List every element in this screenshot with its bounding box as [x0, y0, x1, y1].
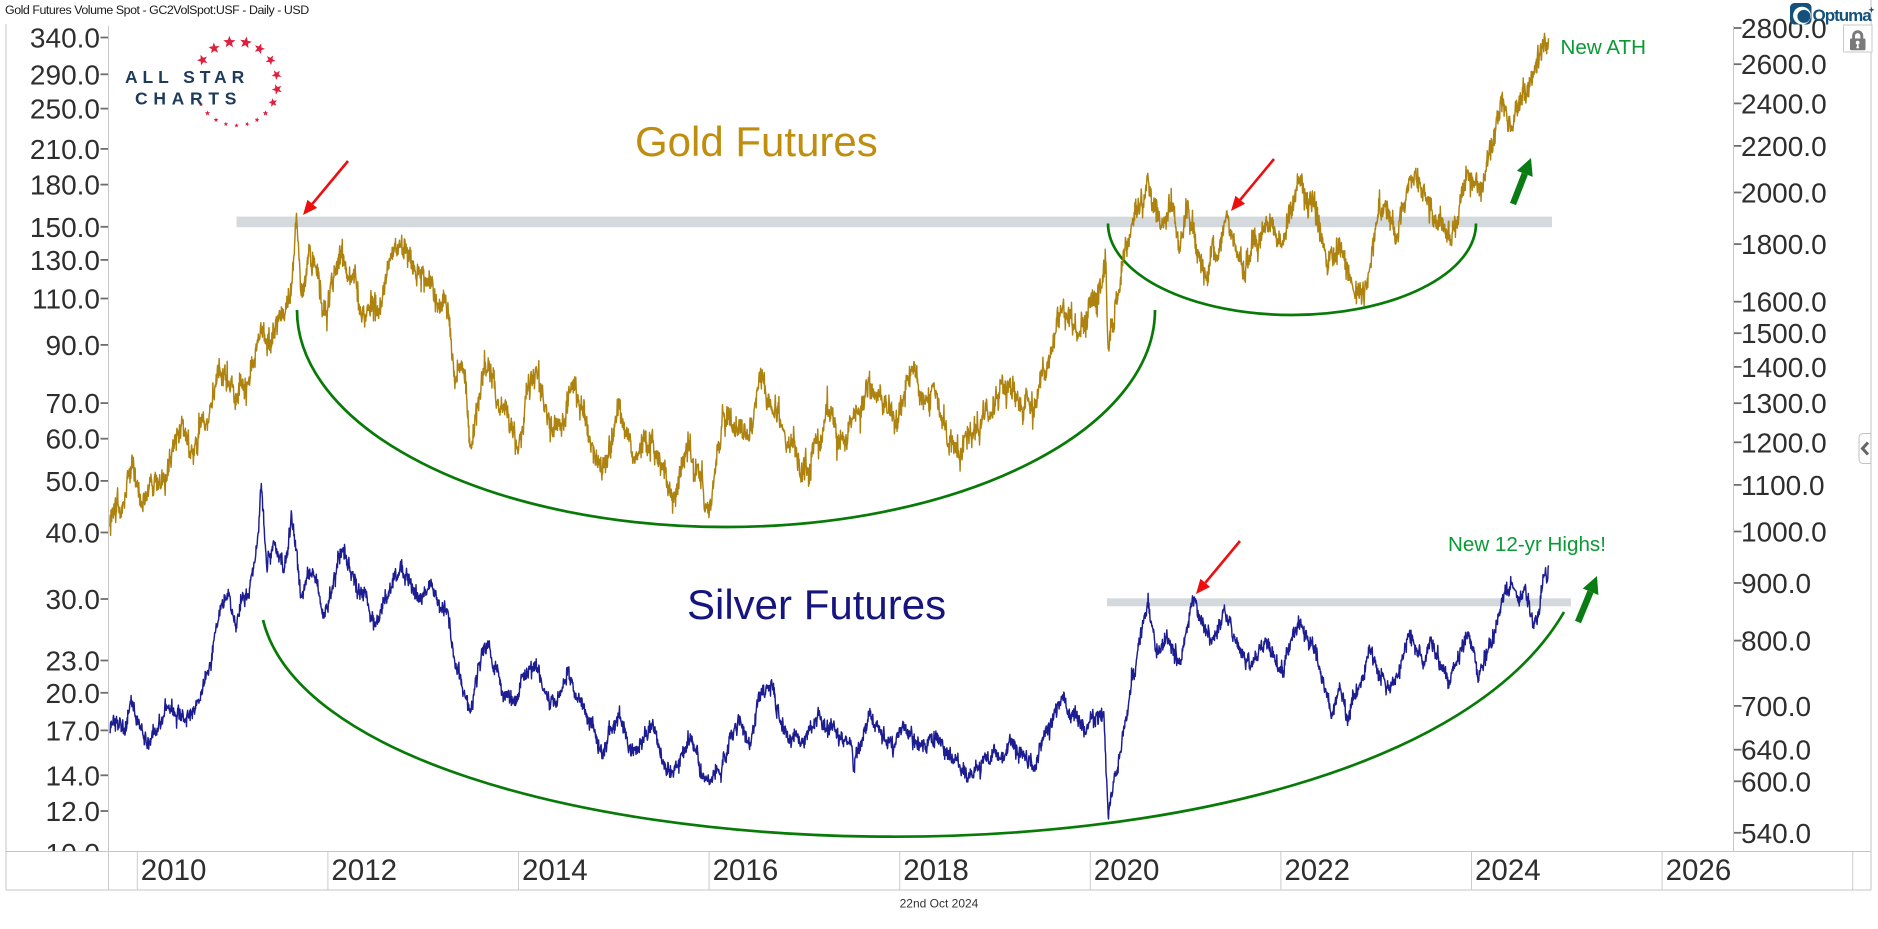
svg-text:New 12-yr Highs!: New 12-yr Highs!	[1448, 533, 1606, 556]
svg-text:900.0: 900.0	[1741, 568, 1811, 599]
svg-text:600.0: 600.0	[1741, 766, 1811, 797]
svg-text:CHARTS: CHARTS	[135, 89, 242, 109]
svg-text:210.0: 210.0	[30, 134, 100, 165]
svg-text:1600.0: 1600.0	[1741, 287, 1827, 318]
svg-text:2010: 2010	[141, 854, 207, 887]
svg-text:2026: 2026	[1666, 854, 1732, 887]
svg-text:50.0: 50.0	[46, 466, 101, 497]
svg-text:2014: 2014	[522, 854, 588, 887]
svg-text:1800.0: 1800.0	[1741, 229, 1827, 260]
svg-text:40.0: 40.0	[46, 518, 101, 549]
svg-text:20.0: 20.0	[46, 678, 101, 709]
svg-text:14.0: 14.0	[46, 760, 101, 791]
svg-text:17.0: 17.0	[46, 715, 101, 746]
svg-text:540.0: 540.0	[1741, 818, 1811, 849]
svg-text:1400.0: 1400.0	[1741, 352, 1827, 383]
svg-text:290.0: 290.0	[30, 59, 100, 90]
svg-text:180.0: 180.0	[30, 170, 100, 201]
svg-text:2018: 2018	[903, 854, 969, 887]
svg-text:110.0: 110.0	[32, 284, 100, 315]
svg-text:Gold Futures Volume Spot - GC2: Gold Futures Volume Spot - GC2VolSpot:US…	[5, 3, 309, 17]
svg-text:2400.0: 2400.0	[1741, 88, 1827, 119]
svg-text:Gold Futures: Gold Futures	[635, 118, 878, 165]
svg-text:Silver Futures: Silver Futures	[687, 581, 946, 628]
svg-text:250.0: 250.0	[30, 94, 100, 125]
svg-text:22nd Oct 2024: 22nd Oct 2024	[900, 897, 979, 911]
svg-text:New ATH: New ATH	[1561, 36, 1646, 59]
svg-text:90.0: 90.0	[46, 330, 101, 361]
svg-text:ALL STAR: ALL STAR	[125, 67, 249, 87]
svg-text:800.0: 800.0	[1741, 626, 1811, 657]
svg-text:2020: 2020	[1094, 854, 1160, 887]
svg-text:640.0: 640.0	[1741, 735, 1811, 766]
svg-text:340.0: 340.0	[30, 23, 100, 54]
svg-text:2800.0: 2800.0	[1741, 13, 1827, 44]
svg-text:1500.0: 1500.0	[1741, 318, 1827, 349]
svg-text:2024: 2024	[1475, 854, 1541, 887]
svg-text:2022: 2022	[1284, 854, 1350, 887]
svg-text:2016: 2016	[713, 854, 779, 887]
svg-text:Optuma: Optuma	[1813, 6, 1873, 25]
svg-text:1300.0: 1300.0	[1741, 388, 1827, 419]
svg-text:2200.0: 2200.0	[1741, 131, 1827, 162]
svg-text:2012: 2012	[331, 854, 397, 887]
svg-text:70.0: 70.0	[46, 388, 101, 419]
svg-text:1100.0: 1100.0	[1741, 470, 1825, 501]
svg-text:30.0: 30.0	[46, 584, 101, 615]
svg-text:130.0: 130.0	[30, 245, 100, 276]
svg-text:150.0: 150.0	[30, 212, 100, 243]
svg-text:1000.0: 1000.0	[1741, 517, 1827, 548]
svg-text:1200.0: 1200.0	[1741, 427, 1827, 458]
svg-text:700.0: 700.0	[1741, 691, 1811, 722]
svg-text:60.0: 60.0	[46, 424, 101, 455]
svg-text:2600.0: 2600.0	[1741, 49, 1827, 80]
svg-text:12.0: 12.0	[46, 796, 101, 827]
svg-text:2000.0: 2000.0	[1741, 178, 1827, 209]
svg-text:23.0: 23.0	[46, 646, 101, 677]
